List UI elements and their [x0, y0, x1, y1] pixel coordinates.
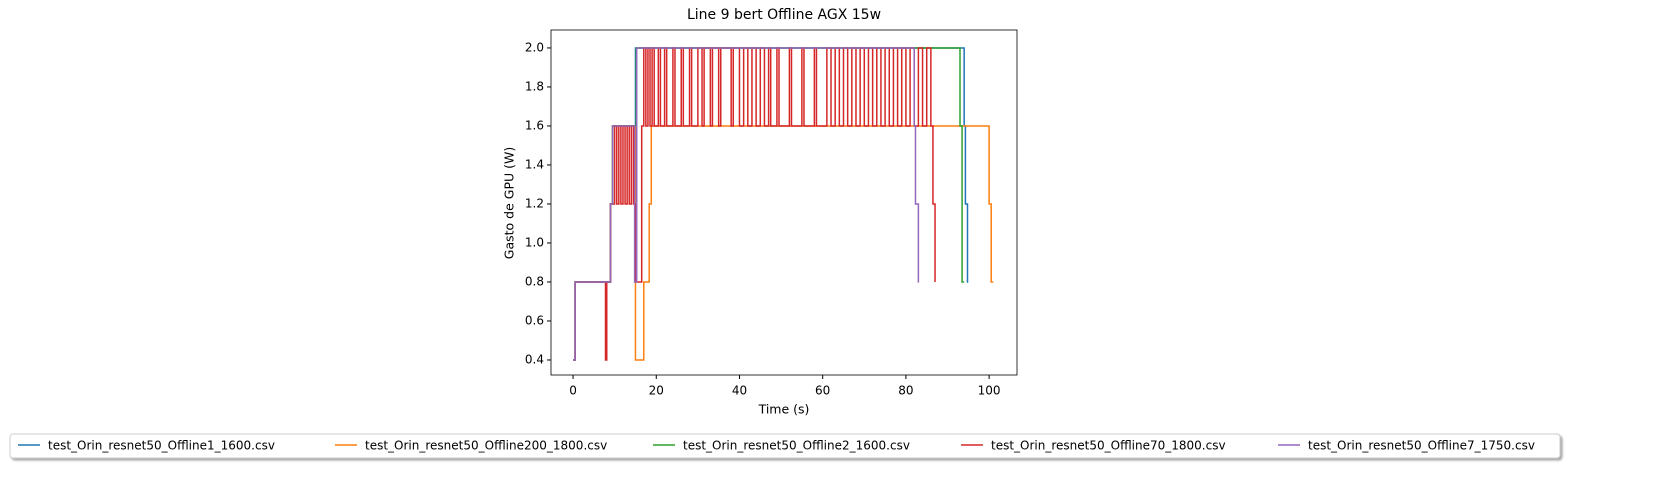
- chart-title: Line 9 bert Offline AGX 15w: [687, 7, 881, 23]
- y-tick-label: 0.4: [525, 352, 544, 366]
- legend-label: test_Orin_resnet50_Offline70_1800.csv: [991, 439, 1226, 453]
- x-tick-label: 100: [978, 384, 1001, 398]
- x-tick-label: 60: [815, 384, 830, 398]
- y-tick-label: 1.4: [525, 157, 544, 171]
- axes-frame: [550, 29, 1018, 376]
- plot-area: [573, 47, 994, 361]
- series-line: [573, 47, 936, 361]
- legend-label: test_Orin_resnet50_Offline2_1600.csv: [683, 439, 910, 453]
- x-tick-label: 40: [732, 384, 747, 398]
- legend-label: test_Orin_resnet50_Offline7_1750.csv: [1308, 439, 1535, 453]
- x-axis-label: Time (s): [758, 402, 810, 417]
- legend-label: test_Orin_resnet50_Offline200_1800.csv: [365, 439, 607, 453]
- x-tick-label: 20: [649, 384, 664, 398]
- x-tick-label: 0: [569, 384, 577, 398]
- y-tick-label: 1.6: [525, 118, 544, 132]
- series-line: [573, 47, 920, 361]
- y-tick-label: 0.6: [525, 313, 544, 327]
- legend-frame: [9, 433, 1561, 459]
- y-tick-label: 1.0: [525, 235, 544, 249]
- y-tick-label: 0.8: [525, 274, 544, 288]
- legend-label: test_Orin_resnet50_Offline1_1600.csv: [48, 439, 275, 453]
- legend: test_Orin_resnet50_Offline1_1600.csv test…: [18, 439, 1535, 453]
- y-tick-label: 2.0: [525, 40, 544, 54]
- y-tick-label: 1.2: [525, 196, 544, 210]
- x-tick-label: 80: [898, 384, 913, 398]
- y-tick-label: 1.8: [525, 79, 544, 93]
- y-axis-label: Gasto de GPU (W): [502, 147, 517, 259]
